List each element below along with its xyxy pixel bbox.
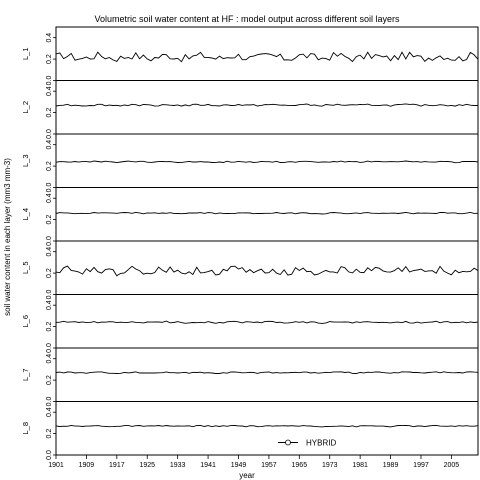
x-tick-label: 1941	[200, 462, 216, 469]
y-tick-label: 0.2	[46, 322, 53, 332]
panel-label: L_3	[21, 154, 30, 167]
panel-label: L_1	[21, 47, 30, 60]
panel-label: L_7	[21, 368, 30, 381]
panel-label: L_8	[21, 422, 30, 435]
x-axis-label: year	[239, 471, 255, 480]
series-line	[56, 104, 478, 106]
y-tick-label: 0.4	[46, 354, 53, 364]
x-tick-label: 1925	[139, 462, 155, 469]
panel-label: L_5	[21, 261, 30, 274]
series-line	[56, 372, 478, 374]
x-tick-label: 1973	[322, 462, 338, 469]
x-tick-label: 1909	[79, 462, 95, 469]
y-tick-label: 0.0	[46, 236, 53, 246]
x-tick-label: 1981	[352, 462, 368, 469]
legend-label: HYBRID	[306, 439, 336, 448]
panel-5: 0.0 0.2 0.4 L_5	[21, 241, 478, 299]
y-tick-label: 0.4	[46, 86, 53, 96]
panel-4: 0.0 0.2 0.4 L_4	[21, 188, 478, 246]
y-tick-label: 0.0	[46, 450, 53, 460]
panel-label: L_2	[21, 101, 30, 114]
x-axis: 1901 1909 1917 1925 1933 1941 1949 1957 1965 1973…	[48, 455, 459, 469]
y-tick-label: 0.0	[46, 397, 53, 407]
y-tick-label: 0.4	[46, 193, 53, 203]
series-line	[56, 212, 478, 214]
y-tick-label: 0.2	[46, 375, 53, 385]
x-tick-label: 2005	[444, 462, 460, 469]
y-axis-label: soil water content in each layer (mm3 mm…	[3, 158, 12, 316]
y-tick-label: 0.2	[46, 429, 53, 439]
legend: HYBRID	[278, 439, 336, 448]
y-tick-label: 0.0	[46, 76, 53, 86]
y-tick-label: 0.2	[46, 108, 53, 118]
panel-frame	[56, 402, 478, 456]
y-tick-label: 0.0	[46, 183, 53, 193]
y-tick-label: 0.4	[46, 247, 53, 257]
y-tick-label: 0.0	[46, 343, 53, 353]
y-tick-label: 0.4	[46, 33, 53, 43]
y-tick-label: 0.2	[46, 161, 53, 171]
x-tick-label: 1989	[383, 462, 399, 469]
panel-frame	[56, 348, 478, 402]
y-tick-label: 0.4	[46, 140, 53, 150]
panel-1: 0.0 0.2 0.4 L_1	[21, 27, 478, 85]
panel-frame	[56, 241, 478, 295]
panel-7: 0.0 0.2 0.4 L_7	[21, 348, 478, 406]
series-line	[56, 266, 478, 276]
y-tick-label: 0.4	[46, 300, 53, 310]
x-tick-label: 1949	[231, 462, 247, 469]
panel-2: 0.0 0.2 0.4 L_2	[21, 81, 478, 139]
x-tick-label: 1933	[170, 462, 186, 469]
panel-frame	[56, 188, 478, 242]
panel-label: L_6	[21, 315, 30, 328]
series-line	[56, 161, 478, 163]
x-tick-label: 1917	[109, 462, 125, 469]
series-line	[56, 321, 478, 323]
panels: 0.00.20.4L_10.00.20.4L_20.00.20.4L_30.00…	[21, 27, 478, 460]
panel-6: 0.0 0.2 0.4 L_6	[21, 295, 478, 353]
y-tick-label: 0.2	[46, 215, 53, 225]
chart-title: Volumetric soil water content at HF : mo…	[95, 14, 400, 24]
series-line	[56, 52, 478, 62]
x-tick-label: 1901	[48, 462, 64, 469]
y-tick-label: 0.0	[46, 290, 53, 300]
x-tick-label: 1997	[413, 462, 429, 469]
legend-marker	[286, 440, 291, 445]
y-tick-label: 0.2	[46, 268, 53, 278]
panel-label: L_4	[21, 208, 30, 221]
panel-8: 0.0 0.2 0.4 L_8	[21, 402, 478, 460]
y-tick-label: 0.0	[46, 129, 53, 139]
panel-frame	[56, 134, 478, 188]
x-tick-label: 1965	[292, 462, 308, 469]
panel-frame	[56, 81, 478, 135]
y-tick-label: 0.2	[46, 54, 53, 64]
panel-3: 0.0 0.2 0.4 L_3	[21, 134, 478, 192]
series-line	[56, 425, 478, 427]
y-tick-label: 0.4	[46, 407, 53, 417]
x-tick-label: 1957	[261, 462, 277, 469]
